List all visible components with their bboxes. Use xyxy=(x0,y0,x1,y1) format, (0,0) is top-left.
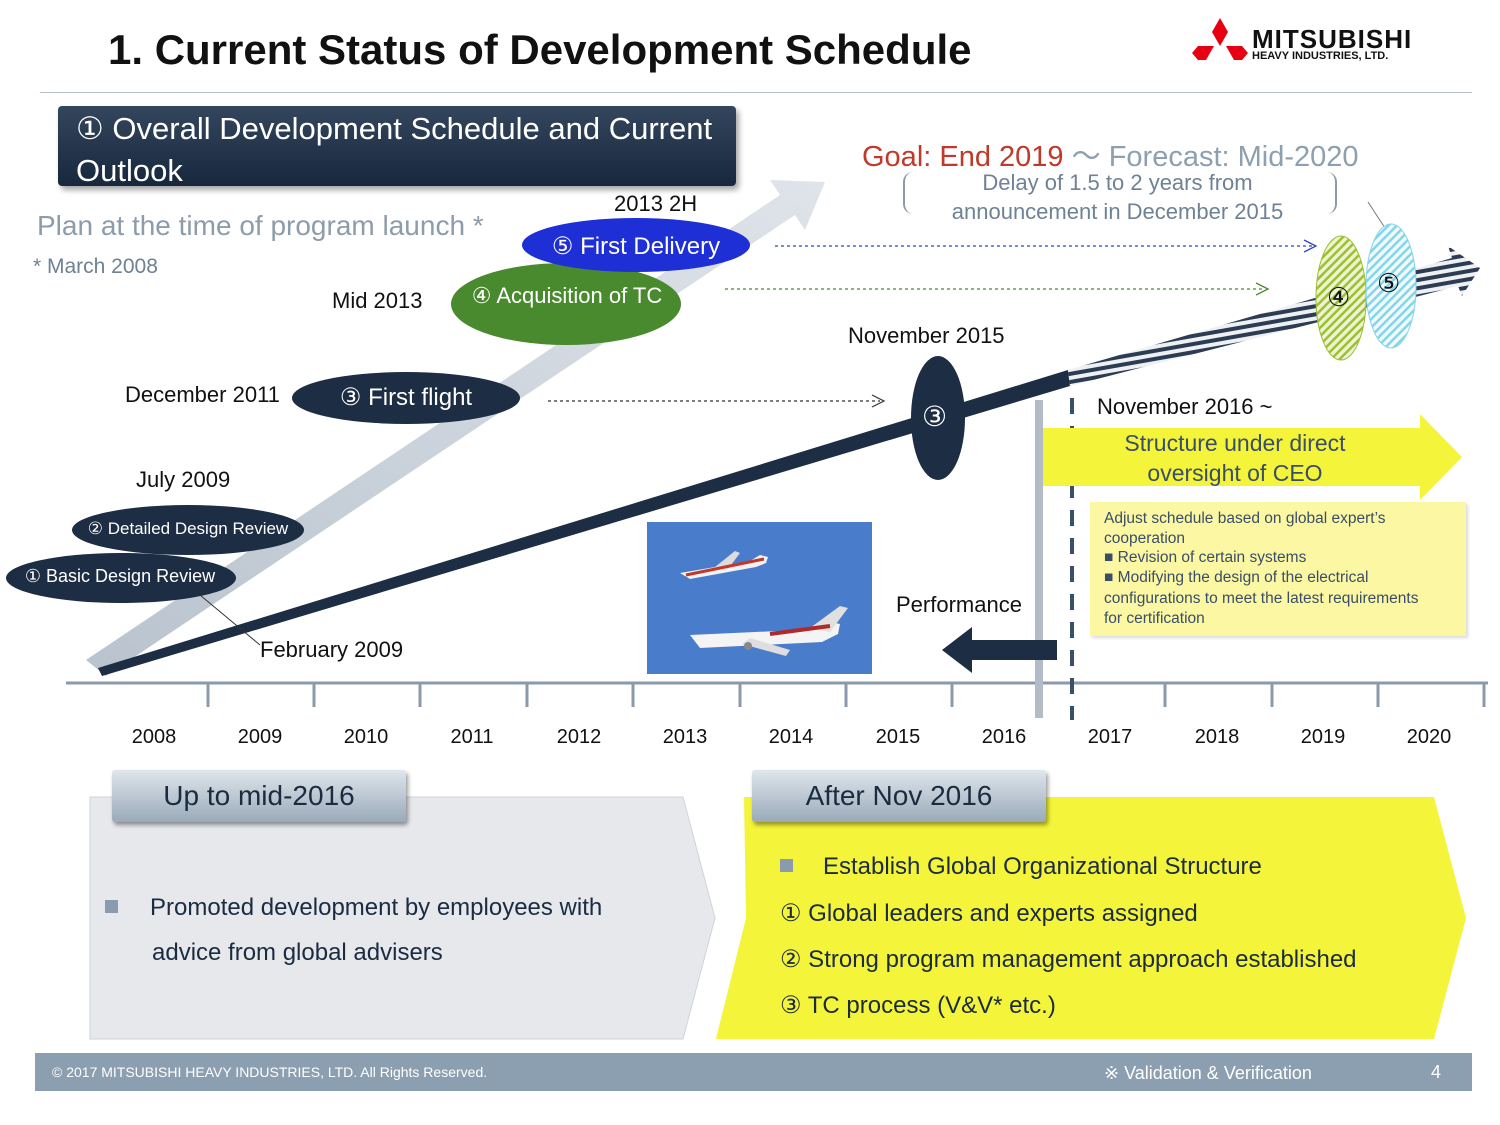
bottom-left-panel xyxy=(89,796,716,1040)
date-jul-2009: July 2009 xyxy=(136,467,231,492)
year-label: 2012 xyxy=(556,726,602,748)
adjust-line-3: ■ Revision of certain systems xyxy=(1104,549,1307,566)
milestone-1-ellipse xyxy=(6,553,236,603)
plan-note: * March 2008 xyxy=(33,255,158,278)
ceo-arrow-line-2: oversight of CEO xyxy=(1147,460,1323,486)
adjust-schedule-note: Adjust schedule based on global expert’s… xyxy=(1090,502,1466,636)
delay-note: Delay of 1.5 to 2 years from announcemen… xyxy=(905,168,1330,226)
leader-line xyxy=(199,594,261,646)
right-item-0: Establish Global Organizational Structur… xyxy=(780,853,1262,881)
tc-forecast-label: ④ xyxy=(1327,282,1351,312)
tab-after-nov-2016: After Nov 2016 xyxy=(752,770,1046,822)
year-label: 2010 xyxy=(343,726,389,748)
bullet-square-icon xyxy=(780,859,793,872)
milestone-3-ellipse xyxy=(292,372,520,424)
date-mid-2013: Mid 2013 xyxy=(332,288,423,313)
year-label: 2009 xyxy=(237,726,283,748)
three-diamonds-icon xyxy=(1192,18,1248,60)
right-item-3: ③ TC process (V&V* etc.) xyxy=(780,992,1056,1019)
section-title: ① Overall Development Schedule and Curre… xyxy=(76,111,713,188)
milestone-5-label: ⑤ First Delivery xyxy=(551,233,721,260)
milestone-1-label: ① Basic Design Review xyxy=(24,566,216,586)
bottom-right-panel xyxy=(716,797,1466,1039)
year-label: 2014 xyxy=(768,726,814,748)
adjust-line-6: for certification xyxy=(1104,610,1205,627)
ceo-oversight-arrow xyxy=(1043,414,1462,500)
bullet-square-icon xyxy=(105,900,118,913)
year-label: 2019 xyxy=(1300,726,1346,748)
first-flight-actual-label: ③ xyxy=(922,401,948,432)
date-feb-2009: February 2009 xyxy=(260,637,404,662)
copyright: © 2017 MITSUBISHI HEAVY INDUSTRIES, LTD.… xyxy=(52,1064,488,1080)
year-label: 2020 xyxy=(1406,726,1452,748)
milestone-3-label: ③ First flight xyxy=(339,384,473,411)
title-divider xyxy=(40,92,1472,93)
performance-arrow xyxy=(942,627,1057,673)
right-item-2: ② Strong program management approach est… xyxy=(780,946,1357,973)
date-nov-2015: November 2015 xyxy=(848,323,1005,348)
left-line-2: advice from global advisers xyxy=(152,939,443,966)
delay-line-2: announcement in December 2015 xyxy=(951,199,1284,224)
forecast-text: Forecast: Mid-2020 xyxy=(1108,141,1359,173)
aircraft-photo xyxy=(647,522,872,674)
year-axis xyxy=(66,681,1488,707)
adjust-line-1: Adjust schedule based on global expert’s xyxy=(1104,510,1386,527)
leader-line xyxy=(1367,201,1386,229)
delivery-forecast-marker xyxy=(1365,223,1417,349)
milestone-5-ellipse xyxy=(522,218,750,272)
left-line-1: Promoted development by employees with xyxy=(150,894,603,921)
goal-forecast: Goal: End 2019 〜 Forecast: Mid-2020 xyxy=(862,133,1359,175)
performance-label: Performance xyxy=(896,592,1022,617)
footnote: ※ Validation & Verification xyxy=(1104,1063,1312,1083)
adjust-line-2: cooperation xyxy=(1104,530,1186,547)
mid-2016-divider xyxy=(1035,400,1043,718)
milestone-2-ellipse xyxy=(72,505,304,555)
goal-text: Goal: End 2019 xyxy=(862,141,1064,173)
year-label: 2015 xyxy=(875,726,921,748)
footer-bar xyxy=(35,1053,1472,1091)
year-label: 2011 xyxy=(450,726,494,748)
milestone-2-label: ② Detailed Design Review xyxy=(87,519,289,538)
delay-line-1: Delay of 1.5 to 2 years from xyxy=(982,170,1253,195)
right-item-0-text: Establish Global Organizational Structur… xyxy=(823,853,1262,880)
page-title: 1. Current Status of Development Schedul… xyxy=(108,26,972,73)
logo-subtitle: HEAVY INDUSTRIES, LTD. xyxy=(1252,50,1389,62)
company-logo: MITSUBISHI HEAVY INDUSTRIES, LTD. xyxy=(1190,18,1465,68)
date-dec-2011: December 2011 xyxy=(125,382,280,407)
delivery-forecast-label: ⑤ xyxy=(1377,268,1401,298)
tab-up-to-mid-2016: Up to mid-2016 xyxy=(112,770,406,822)
milestone-4-ellipse xyxy=(451,263,681,345)
date-nov-2016: November 2016 ~ xyxy=(1097,394,1273,419)
delay-brackets xyxy=(903,172,1337,214)
adjust-line-4: ■ Modifying the design of the electrical xyxy=(1104,569,1369,586)
milestone-4-label: ④ Acquisition of TC xyxy=(471,283,663,308)
first-flight-actual-marker xyxy=(911,356,965,480)
right-item-1: ① Global leaders and experts assigned xyxy=(780,900,1198,927)
date-2013-2h: 2013 2H xyxy=(614,191,698,216)
delay-arrows xyxy=(548,239,1318,408)
logo-wordmark: MITSUBISHI xyxy=(1252,24,1413,54)
year-label: 2016 xyxy=(981,726,1027,748)
adjust-line-5: configurations to meet the latest requir… xyxy=(1104,590,1419,607)
actual-schedule-bar xyxy=(98,370,1070,676)
year-label: 2008 xyxy=(131,726,177,748)
year-label: 2017 xyxy=(1087,726,1133,748)
section-header: ① Overall Development Schedule and Curre… xyxy=(58,106,736,188)
goal-separator: 〜 xyxy=(1071,141,1101,173)
year-label: 2018 xyxy=(1194,726,1240,748)
forecast-extension-bar xyxy=(1068,246,1480,386)
ceo-arrow-text: Structure under direct oversight of CEO xyxy=(1060,428,1410,488)
left-bullet: Promoted development by employees with a… xyxy=(105,885,602,975)
year-label: 2013 xyxy=(662,726,708,748)
plan-label: Plan at the time of program launch * xyxy=(37,210,484,241)
ceo-arrow-line-1: Structure under direct xyxy=(1124,430,1346,456)
page-number: 4 xyxy=(1431,1062,1442,1082)
